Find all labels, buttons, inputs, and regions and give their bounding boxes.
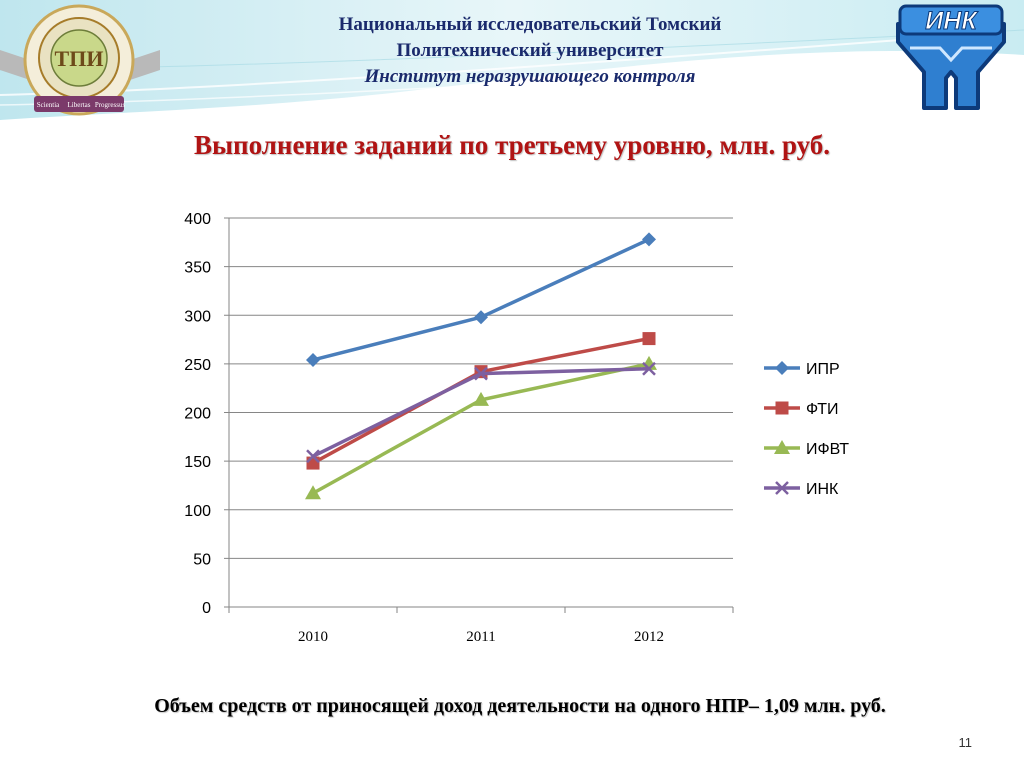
legend-label: ИНК (806, 481, 839, 498)
y-tick-label: 350 (184, 260, 211, 277)
series-line (312, 237, 650, 362)
ribbon-word: Libertas (68, 101, 91, 109)
page-number: 11 (958, 735, 973, 750)
y-tick-label: 400 (184, 211, 211, 228)
seal-ribbon: Scientia Libertas Progressus (37, 101, 126, 109)
logo-text: ИНК (925, 7, 978, 35)
header-line-1: Национальный исследовательский Томский (338, 14, 722, 35)
legend-marker (774, 440, 790, 454)
series-ИПР (306, 232, 656, 367)
data-point (306, 352, 320, 367)
legend-item: ИФВТ (764, 440, 849, 458)
chart-svg: 0 50 100 150 200 250 300 350 400 2010 2011 2012 ИПР Ф… (184, 211, 849, 645)
data-point (642, 332, 656, 346)
legend-label: ИФВТ (806, 441, 849, 458)
legend-marker (775, 401, 789, 415)
x-tick-label: 2011 (466, 629, 495, 645)
ink-institute-logo-icon: ИНК (896, 4, 1006, 110)
legend-label: ФТИ (806, 401, 839, 418)
line-chart: 0 50 100 150 200 250 300 350 400 2010 2011 2012 ИПР Ф… (172, 198, 864, 645)
header-line-3: Институт неразрушающего контроля (364, 66, 696, 87)
y-tick-label: 200 (184, 406, 211, 423)
y-tick-label: 100 (184, 503, 211, 520)
y-tick-label: 150 (184, 454, 211, 471)
data-point (642, 361, 656, 376)
university-seal-icon: ТПИ Scientia Libertas Progressus (0, 4, 160, 116)
series-line (312, 362, 650, 495)
data-point (306, 456, 320, 470)
x-tick-label: 2012 (634, 629, 664, 645)
data-point (474, 310, 488, 325)
y-tick-label: 50 (193, 551, 211, 568)
x-tick-label: 2010 (298, 629, 328, 645)
legend-marker (775, 361, 789, 375)
data-point (474, 366, 488, 381)
series-ИНК (306, 361, 656, 464)
y-tick-label: 0 (202, 600, 211, 617)
ribbon-word: Scientia (37, 101, 60, 109)
slide-title: Выполнение заданий по третьему уровню, м… (193, 130, 831, 160)
legend-item: ФТИ (764, 401, 839, 418)
seal-letters: ТПИ (55, 46, 104, 71)
data-point (306, 449, 320, 464)
institution-header: Национальный исследовательский Томский П… (220, 12, 840, 90)
ribbon-word: Progressus (95, 101, 126, 109)
y-tick-label: 250 (184, 357, 211, 374)
data-point (305, 485, 321, 500)
legend-marker (775, 481, 789, 495)
data-point (473, 391, 489, 406)
legend-label: ИПР (806, 361, 840, 378)
seal-letters-text: ТПИ (55, 46, 104, 71)
footnote: Объем средств от приносящей доход деятел… (154, 695, 886, 717)
legend: ИПР ФТИ ИФВТ ИНК (764, 361, 849, 498)
header-line-2: Политехнический университет (396, 40, 664, 61)
data-point (642, 232, 656, 247)
y-tick-label: 300 (184, 308, 211, 325)
legend-item: ИНК (764, 481, 839, 498)
legend-item: ИПР (764, 361, 840, 378)
